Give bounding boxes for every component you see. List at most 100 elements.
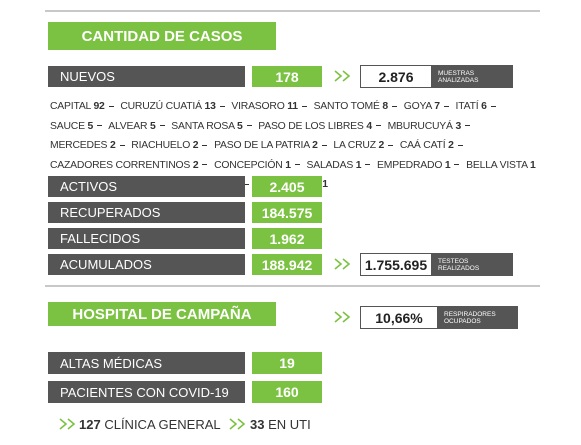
detail: 33 EN UTI [250,415,311,433]
separator [365,164,371,166]
separator [243,183,249,185]
locality-count: 2 [448,140,454,151]
locality-name: VIRASORO [231,101,285,112]
locality-name: MERCEDES [50,140,108,151]
separator [457,144,463,146]
locality: RIACHUELO 2 [131,140,198,151]
locality: ITATÍ 6 [456,101,487,112]
tag: MUESTRAS ANALIZADAS [432,65,513,88]
detail-value: 127 [79,416,101,432]
locality-name: SANTA ROSA [171,120,235,132]
locality-count: 2 [378,140,385,151]
locality-name: ITATÍ [455,101,479,112]
locality-count: 2 [192,159,199,171]
separator [375,125,381,127]
separator [202,144,208,146]
locality: SALADAS 1 [307,160,362,171]
tag-line: ANALIZADAS [438,76,479,84]
separator [202,164,208,166]
row-label: FALLECIDOS [48,228,245,249]
row-value: 188.942 [252,254,322,275]
locality-name: PASO DE LA PATRIA [214,140,310,151]
locality-name: SANTO TOMÉ [313,101,380,112]
row-label: ACUMULADOS [48,254,245,275]
separator [246,125,252,127]
separator [108,105,114,107]
tag: TESTEOS REALIZADOS [432,253,513,276]
row-value: 160 [252,381,322,403]
locality-count: 2 [109,140,116,151]
locality: PASO DE LOS LIBRES 4 [258,121,372,132]
row-label: NUEVOS [48,66,245,87]
separator [454,164,460,166]
chevrons [334,258,351,270]
locality-name: EMPEDRADO [377,159,443,171]
separator [392,105,397,107]
chevrons [334,311,351,323]
locality: SANTA ROSA 5 [171,120,243,132]
separator [219,105,225,107]
tag-line: RESPIRADORES [444,310,496,318]
locality: BELLA VISTA 1 [466,159,536,171]
locality-name: BELLA VISTA [466,159,528,171]
row-label: ACTIVOS [48,176,245,197]
tag-line: REALIZADOS [438,264,480,272]
locality-count: 4 [366,120,372,132]
locality-count: 1 [530,159,536,171]
locality-name: GOYA [403,101,432,112]
separator [294,164,300,166]
locality-count: 11 [287,101,298,112]
locality-count: 5 [87,120,94,132]
locality-count: 13 [204,101,216,112]
locality: CAÁ CATÍ 2 [400,140,454,151]
locality-name: LA CRUZ [333,140,376,151]
separator [97,125,103,127]
tag-line: TESTEOS [438,257,469,265]
detail-label: CLÍNICA GENERAL [104,416,221,432]
locality: CAZADORES CORRENTINOS 2 [50,159,199,171]
locality-name: CAZADORES CORRENTINOS [50,159,191,171]
locality-count: 7 [434,101,440,112]
locality-count: 92 [93,101,105,112]
section-title: CANTIDAD DE CASOS [48,22,276,50]
tag-line: MUESTRAS [438,69,475,77]
row-value: 19 [252,352,322,374]
locality-count: 3 [455,120,462,132]
locality-name: SALADAS [306,159,354,171]
locality: CONCEPCIÓN 1 [214,160,291,171]
row-value: 1.962 [252,228,322,249]
locality: SAUCE 5 [50,121,93,132]
tag-line: OCUPADOS [444,317,481,325]
chevrons [334,70,351,82]
value-box: 2.876 [360,65,432,88]
separator [490,105,496,107]
locality: MBURUCUYÁ 3 [387,120,462,132]
locality: LA CRUZ 2 [333,140,384,151]
locality-count: 5 [236,120,243,132]
locality: SANTO TOMÉ 8 [313,101,389,112]
value-box: 1.755.695 [360,253,432,276]
separator [159,125,165,127]
separator [301,105,307,107]
locality-name: CURUZÚ CUATIÁ [120,101,202,112]
row-value: 178 [252,66,322,87]
row-value: 2.405 [252,176,322,197]
locality: PASO DE LA PATRIA 2 [214,140,318,151]
locality-name: CAPITAL [50,101,91,112]
locality-count: 1 [355,159,362,171]
separator [388,144,394,146]
detail-label: EN UTI [268,416,311,432]
locality-name: MBURUCUYÁ [387,120,453,132]
tag: RESPIRADORES OCUPADOS [438,306,518,329]
locality-name: ALVEAR [108,120,148,132]
locality: CURUZÚ CUATIÁ 13 [120,101,216,112]
locality: MERCEDES 2 [50,140,116,151]
locality-count: 6 [481,101,487,112]
separator [119,144,125,146]
chevrons [59,418,76,430]
divider [45,285,540,287]
locality-name: PASO DE LOS LIBRES [258,120,364,132]
row-value: 184.575 [252,202,322,223]
separator [321,144,327,146]
detail-value: 33 [250,416,265,432]
